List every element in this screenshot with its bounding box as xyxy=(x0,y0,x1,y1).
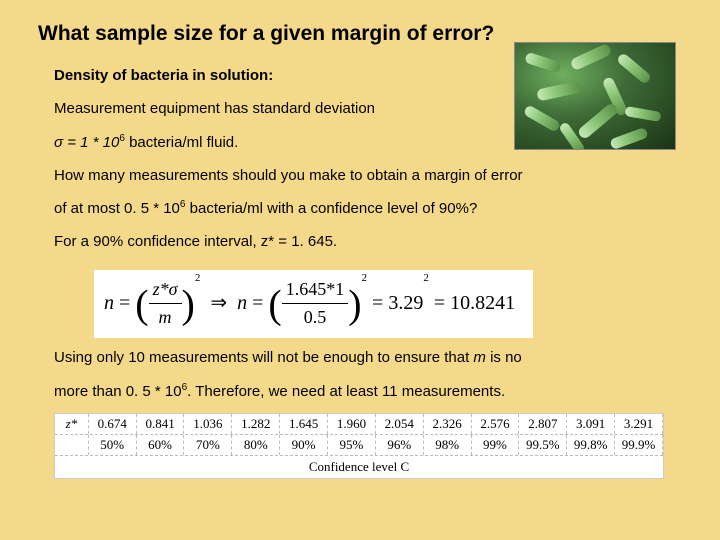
confidence-table: z*0.6740.8411.0361.2821.6451.9602.0542.3… xyxy=(54,413,664,479)
question-line-1: How many measurements should you make to… xyxy=(54,164,680,187)
f-eq2: = xyxy=(252,291,263,313)
table-row-pct-label xyxy=(55,435,89,455)
frac2: 1.645*10.5 xyxy=(282,276,349,333)
q2a: of at most 0. 5 * 10 xyxy=(54,200,180,217)
table-row-pct-cell: 95% xyxy=(328,435,376,455)
f-eq1: = xyxy=(119,291,130,313)
table-row-pct-cell: 99.9% xyxy=(615,435,663,455)
table-row-pct-cell: 99% xyxy=(472,435,520,455)
sq3: 2 xyxy=(423,272,429,284)
bacteria-rod xyxy=(569,43,612,72)
table-row-pct: 50%60%70%80%90%95%96%98%99%99.5%99.8%99.… xyxy=(55,435,663,455)
bacteria-rod xyxy=(609,127,648,150)
f-eq4: = xyxy=(434,291,445,313)
bacteria-image xyxy=(514,42,676,150)
table-row-z-cell: 3.291 xyxy=(615,414,663,434)
f-n1: n xyxy=(104,291,114,313)
conc1a: Using only 10 measurements will not be e… xyxy=(54,349,473,366)
bacteria-rod xyxy=(536,81,582,102)
table-row-pct-cell: 90% xyxy=(280,435,328,455)
conclusion-1: Using only 10 measurements will not be e… xyxy=(54,346,680,369)
table-row-pct-cell: 99.8% xyxy=(567,435,615,455)
table-caption: Confidence level C xyxy=(55,455,663,478)
table-row-pct-cell: 70% xyxy=(184,435,232,455)
bacteria-rod xyxy=(524,52,562,74)
table-row-z-cell: 3.091 xyxy=(567,414,615,434)
frac2-bot: 0.5 xyxy=(282,304,349,332)
z-line: For a 90% confidence interval, z* = 1. 6… xyxy=(54,230,680,253)
table-row-z-cell: 1.960 xyxy=(328,414,376,434)
q2b: bacteria/ml with a confidence level of 9… xyxy=(185,200,477,217)
f-r1: 3.29 xyxy=(388,291,423,313)
question-line-2: of at most 0. 5 * 106 bacteria/ml with a… xyxy=(54,197,680,220)
conc2a: more than 0. 5 * 10 xyxy=(54,383,182,400)
table-row-pct-cell: 50% xyxy=(89,435,137,455)
table-row-z: z*0.6740.8411.0361.2821.6451.9602.0542.3… xyxy=(55,414,663,435)
frac1: z*σm xyxy=(149,276,182,333)
table-row-z-cell: 0.841 xyxy=(137,414,185,434)
slide-title: What sample size for a given margin of e… xyxy=(0,0,720,46)
table-row-pct-cell: 96% xyxy=(376,435,424,455)
table-row-z-label: z* xyxy=(55,414,89,434)
bacteria-rod xyxy=(523,104,561,133)
table-row-pct-cell: 80% xyxy=(232,435,280,455)
table-row-z-cell: 1.645 xyxy=(280,414,328,434)
f-r2: 10.8241 xyxy=(450,291,515,313)
sigma-suffix: bacteria/ml fluid. xyxy=(125,134,238,151)
f-arrow: ⇒ xyxy=(210,291,227,313)
table-row-z-cell: 2.807 xyxy=(519,414,567,434)
lparen1: ( xyxy=(135,281,148,326)
table-row-z-cell: 2.576 xyxy=(472,414,520,434)
f-eq3: = xyxy=(372,291,383,313)
bacteria-rod xyxy=(577,102,620,141)
bacteria-rod xyxy=(624,106,661,122)
bacteria-rod xyxy=(616,52,652,85)
rparen2: ) xyxy=(348,281,361,326)
table-row-z-cell: 2.326 xyxy=(424,414,472,434)
frac2-top: 1.645*1 xyxy=(282,276,349,305)
sq1: 2 xyxy=(195,272,201,284)
frac1-top: z*σ xyxy=(149,276,182,305)
table-row-pct-cell: 60% xyxy=(137,435,185,455)
table-row-z-cell: 1.282 xyxy=(232,414,280,434)
table-row-z-cell: 2.054 xyxy=(376,414,424,434)
conc2b: . Therefore, we need at least 11 measure… xyxy=(187,383,505,400)
table-row-pct-cell: 98% xyxy=(424,435,472,455)
table-row-pct-cell: 99.5% xyxy=(519,435,567,455)
rparen1: ) xyxy=(182,281,195,326)
table-row-z-cell: 0.674 xyxy=(89,414,137,434)
conc1-m: m xyxy=(473,349,486,366)
conc1b: is no xyxy=(486,349,522,366)
sigma-prefix: σ = 1 * 10 xyxy=(54,134,119,151)
f-n2: n xyxy=(237,291,247,313)
frac1-bot: m xyxy=(149,304,182,332)
formula-block: n = (z*σm)2 ⇒ n = (1.645*10.5)2 = 3.292 … xyxy=(94,270,533,339)
table-row-z-cell: 1.036 xyxy=(184,414,232,434)
sq2: 2 xyxy=(362,272,368,284)
lparen2: ( xyxy=(268,281,281,326)
conclusion-2: more than 0. 5 * 106. Therefore, we need… xyxy=(54,380,680,403)
